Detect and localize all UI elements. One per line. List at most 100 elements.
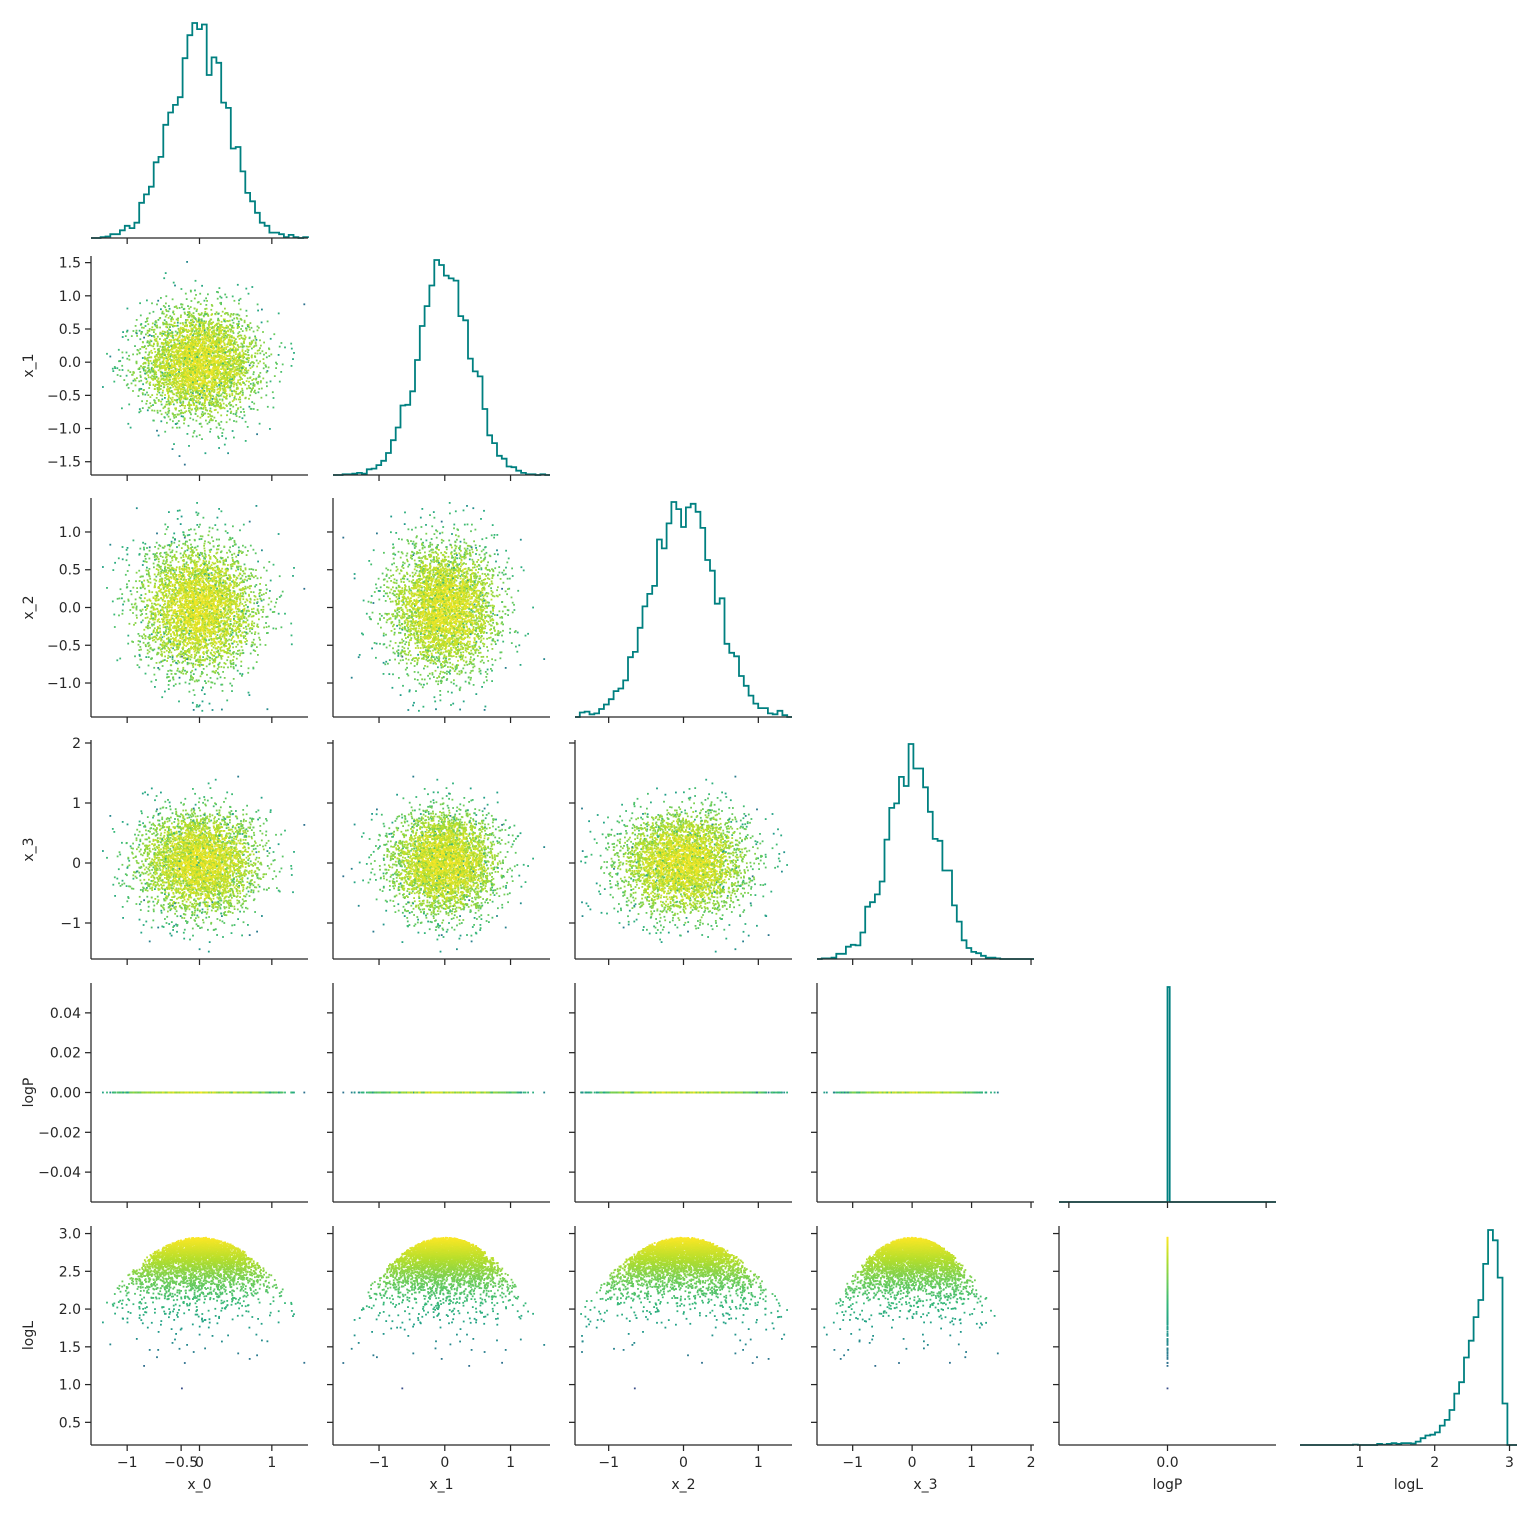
scatter-point [225, 396, 227, 398]
scatter-point [227, 314, 229, 316]
scatter-point [154, 339, 156, 341]
scatter-point [303, 303, 305, 305]
scatter-point [161, 313, 163, 315]
scatter-point [153, 343, 155, 345]
scatter-point [191, 394, 193, 396]
scatter-point [207, 337, 209, 339]
scatter-point [199, 293, 201, 295]
scatter-point [173, 415, 175, 417]
scatter-point [195, 330, 197, 332]
scatter-point [215, 340, 217, 342]
scatter-point [160, 308, 162, 310]
scatter-point [226, 320, 228, 322]
scatter-point [186, 324, 188, 326]
scatter-point [127, 370, 129, 372]
scatter-point [169, 308, 171, 310]
scatter-point [233, 378, 235, 380]
scatter-point [211, 332, 213, 334]
scatter-point [192, 398, 194, 400]
scatter-point [170, 403, 172, 405]
scatter-point [153, 311, 155, 313]
scatter-point [177, 325, 179, 327]
scatter-point [169, 379, 171, 381]
scatter-point [208, 376, 210, 378]
scatter-point [238, 321, 240, 323]
scatter-point [237, 379, 239, 381]
scatter-point [213, 349, 215, 351]
scatter-point [144, 373, 146, 375]
scatter-point [206, 386, 208, 388]
scatter-point [165, 404, 167, 406]
scatter-point [218, 322, 220, 324]
scatter-point [219, 388, 221, 390]
scatter-point [158, 319, 160, 321]
scatter-point [142, 407, 144, 409]
scatter-point [221, 321, 223, 323]
scatter-point [195, 324, 197, 326]
scatter-point [292, 358, 294, 360]
scatter-point [250, 367, 252, 369]
scatter-point [224, 354, 226, 356]
scatter-point [147, 323, 149, 325]
scatter-point [173, 443, 175, 445]
scatter-point [150, 405, 152, 407]
scatter-point [175, 366, 177, 368]
scatter-point [138, 380, 140, 382]
scatter-point [222, 392, 224, 394]
scatter-point [127, 339, 129, 341]
scatter-point [267, 406, 269, 408]
scatter-point [281, 342, 283, 344]
scatter-point [169, 315, 171, 317]
scatter-point [157, 412, 159, 414]
scatter-point [180, 376, 182, 378]
scatter-point [233, 413, 235, 415]
scatter-point [126, 352, 128, 354]
scatter-point [266, 382, 268, 384]
scatter-point [227, 452, 229, 454]
scatter-point [218, 423, 220, 425]
scatter-point [233, 318, 235, 320]
scatter-point [145, 403, 147, 405]
scatter-point [241, 337, 243, 339]
scatter-point [192, 319, 194, 321]
scatter-point [201, 438, 203, 440]
scatter-point [191, 345, 193, 347]
scatter-point [234, 366, 236, 368]
scatter-point [145, 325, 147, 327]
scatter-point [135, 325, 137, 327]
scatter-point [179, 405, 181, 407]
scatter-point [231, 390, 233, 392]
scatter-point [153, 364, 155, 366]
scatter-point [229, 419, 231, 421]
scatter-point [238, 346, 240, 348]
scatter-point [246, 315, 248, 317]
scatter-point [152, 370, 154, 372]
scatter-point [143, 337, 145, 339]
scatter-point [245, 288, 247, 290]
scatter-point [150, 357, 152, 359]
scatter-point [251, 357, 253, 359]
scatter-point [199, 321, 201, 323]
scatter-point [268, 355, 270, 357]
scatter-point [179, 348, 181, 350]
scatter-point [253, 362, 255, 364]
scatter-point [263, 354, 265, 356]
scatter-point [244, 384, 246, 386]
scatter-point [173, 325, 175, 327]
scatter-point [162, 351, 164, 353]
scatter-point [204, 300, 206, 302]
scatter-point [182, 331, 184, 333]
scatter-point [149, 344, 151, 346]
scatter-point [195, 280, 197, 282]
scatter-point [170, 335, 172, 337]
scatter-point [230, 313, 232, 315]
scatter-point [201, 408, 203, 410]
scatter-point [238, 371, 240, 373]
scatter-point [227, 384, 229, 386]
scatter-point [167, 348, 169, 350]
panel-x_1-vs-x_0: −1.5−1.0−0.50.00.51.01.5x_1 [21, 256, 308, 481]
scatter-point [187, 305, 189, 307]
scatter-point [235, 363, 237, 365]
scatter-point [220, 315, 222, 317]
scatter-point [249, 342, 251, 344]
